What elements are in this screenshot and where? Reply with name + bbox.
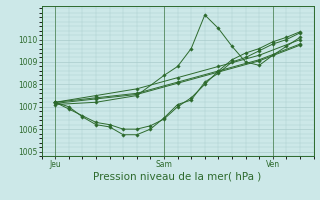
X-axis label: Pression niveau de la mer( hPa ): Pression niveau de la mer( hPa ) bbox=[93, 172, 262, 182]
